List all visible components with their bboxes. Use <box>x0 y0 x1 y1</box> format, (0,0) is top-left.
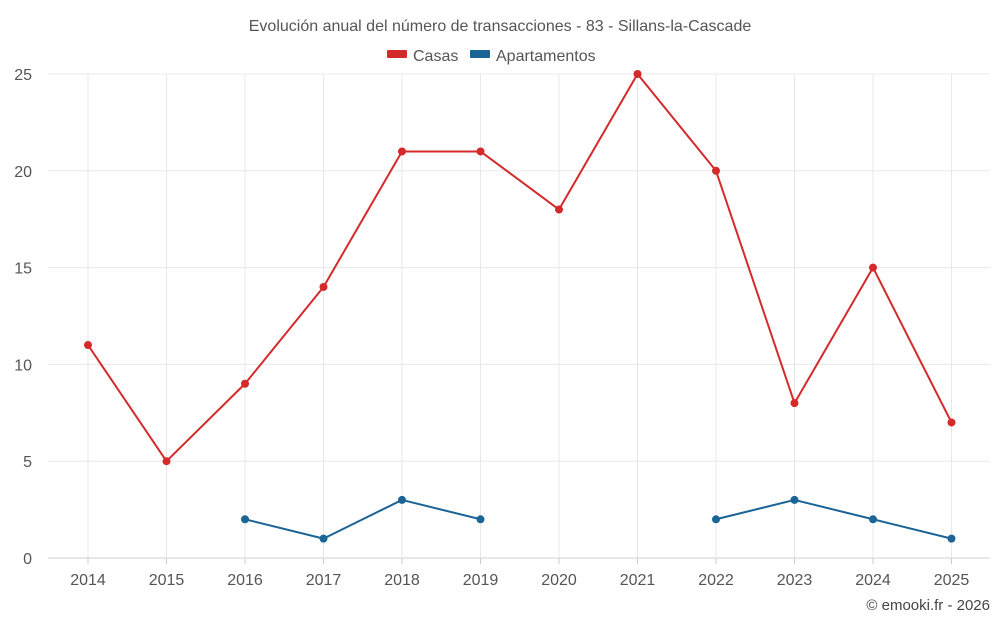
y-tick-label-10: 10 <box>14 357 32 374</box>
legend-swatch-apartamentos <box>470 50 490 58</box>
y-axis-ticks: 0 5 10 15 20 25 <box>14 67 32 568</box>
x-tick-label-2022: 2022 <box>698 572 734 589</box>
x-tick-label-2014: 2014 <box>70 572 106 589</box>
legend-swatch-casas <box>387 50 407 58</box>
x-tick-label-2015: 2015 <box>149 572 185 589</box>
grid <box>48 73 990 559</box>
point-apartamentos-2016[interactable] <box>241 515 249 524</box>
point-casas-2019[interactable] <box>476 147 485 156</box>
point-apartamentos-2022[interactable] <box>712 515 720 524</box>
y-tick-label-20: 20 <box>14 164 32 181</box>
x-tick-label-2019: 2019 <box>463 572 499 589</box>
point-casas-2023[interactable] <box>790 399 799 408</box>
x-tick-label-2023: 2023 <box>777 572 813 589</box>
x-tick-label-2020: 2020 <box>541 572 577 589</box>
x-tick-label-2016: 2016 <box>227 572 263 589</box>
legend-item-apartamentos[interactable]: Apartamentos <box>470 48 596 65</box>
point-apartamentos-2025[interactable] <box>947 534 956 543</box>
point-casas-2024[interactable] <box>869 263 877 272</box>
point-casas-2021[interactable] <box>633 70 642 78</box>
point-casas-2025[interactable] <box>947 418 956 427</box>
legend-label-apartamentos: Apartamentos <box>496 48 596 65</box>
chart-title: Evolución anual del número de transaccio… <box>249 18 752 35</box>
x-tick-label-2025: 2025 <box>934 572 970 589</box>
series-line-apartamentos-1 <box>715 498 952 540</box>
point-apartamentos-2018[interactable] <box>398 495 406 504</box>
point-casas-2018[interactable] <box>398 147 406 156</box>
legend-label-casas: Casas <box>413 48 458 65</box>
x-tick-label-2021: 2021 <box>620 572 656 589</box>
point-casas-2014[interactable] <box>84 341 92 350</box>
x-tick-label-2017: 2017 <box>306 572 342 589</box>
x-tick-label-2024: 2024 <box>855 572 891 589</box>
point-apartamentos-2019[interactable] <box>476 515 485 524</box>
legend-item-casas[interactable]: Casas <box>387 48 458 65</box>
series-line-apartamentos-0 <box>244 498 481 540</box>
series-casas <box>84 70 956 466</box>
series-layer <box>84 70 956 543</box>
y-tick-label-0: 0 <box>23 551 32 568</box>
point-casas-2017[interactable] <box>319 282 328 291</box>
point-casas-2020[interactable] <box>555 205 563 214</box>
point-casas-2015[interactable] <box>162 457 171 466</box>
legend[interactable]: Casas Apartamentos <box>387 48 596 65</box>
x-axis-ticks: 2014 2015 2016 2017 2018 2019 2020 2021 2022 2023… <box>70 558 969 589</box>
y-tick-label-15: 15 <box>14 261 32 278</box>
point-apartamentos-2017[interactable] <box>319 534 328 543</box>
point-casas-2022[interactable] <box>712 166 720 175</box>
point-apartamentos-2023[interactable] <box>790 495 799 504</box>
y-tick-label-5: 5 <box>23 454 32 471</box>
series-apartamentos <box>241 495 956 543</box>
credit-text: © emooki.fr - 2026 <box>866 597 990 614</box>
series-line-casas-0 <box>87 73 953 463</box>
y-tick-label-25: 25 <box>14 67 32 84</box>
x-tick-label-2018: 2018 <box>384 572 420 589</box>
point-apartamentos-2024[interactable] <box>869 515 877 524</box>
point-casas-2016[interactable] <box>241 379 249 388</box>
